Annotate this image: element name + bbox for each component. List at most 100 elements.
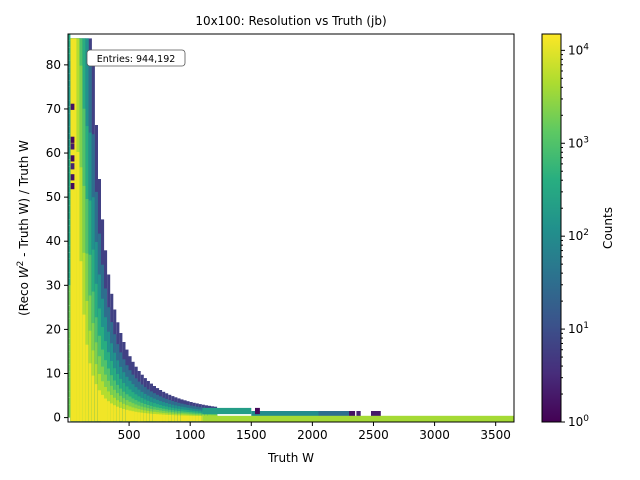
heatmap-cell [113,405,117,422]
heatmap-cell [119,407,123,422]
heatmap-cell [68,199,71,206]
heatmap-cell [70,38,74,422]
heatmap-cell [68,40,71,48]
heatmap-cell [68,93,71,101]
colorbar-ticks: 100 101 102 103 104 [561,42,589,429]
heatmap-cell [68,206,71,213]
heatmap-cell [349,411,356,418]
heatmap-cell [68,252,71,259]
heatmap-cell [68,331,71,339]
heatmap-cell [68,113,71,120]
heatmap-cell [202,407,252,415]
heatmap-cell [202,415,514,422]
heatmap-cell [70,136,75,143]
heatmap-cell [68,179,71,187]
heatmap-cell [68,358,71,365]
heatmap-cell [162,414,166,422]
heatmap-cell [68,153,71,160]
heatmap-cell [192,415,196,422]
heatmap-cell [70,174,75,181]
heatmap-cell [68,278,71,286]
colorbar [541,33,562,423]
heatmap-cell [68,73,71,81]
x-axis-label: Truth W [267,451,314,465]
heatmap-cells [68,34,514,422]
heatmap-cell [165,414,169,422]
plot-frame [67,33,515,423]
heatmap-cell [68,100,71,107]
heatmap-cell [68,258,71,266]
heatmap-cell [68,34,71,41]
heatmap-cell [177,415,181,422]
y-tick-label: 80 [46,58,61,72]
heatmap-cell [125,409,129,422]
heatmap-cell [122,409,126,422]
heatmap-cell [88,363,92,422]
heatmap-cell [68,285,71,292]
y-tick-label: 30 [46,278,61,292]
heatmap-cell [134,411,138,422]
heatmap-cell [156,414,160,422]
heatmap-cell [68,192,71,200]
heatmap-cell [68,305,71,312]
heatmap-cell [168,415,172,422]
heatmap-cell [68,318,71,325]
heatmap-cell [73,38,77,422]
heatmap-cell [110,403,114,422]
heatmap-cell [68,338,71,345]
heatmap-cell [68,239,71,246]
heatmap-cell [70,155,75,162]
heatmap-cell [68,291,71,299]
heatmap-cell [137,412,141,422]
heatmap-cell [82,314,86,422]
y-axis-label-post: - Truth W) / Truth W [17,140,31,261]
heatmap-cell [180,415,184,422]
heatmap-cell [255,407,260,415]
heatmap-cell [68,126,71,134]
heatmap-cell [68,265,71,273]
heatmap-cell [68,106,71,114]
heatmap-cell [68,80,71,87]
heatmap-cell [76,152,80,422]
colorbar-tick-label: 101 [568,321,589,336]
heatmap-cell [152,414,156,422]
y-tick-label: 50 [46,190,61,204]
heatmap-cell [149,413,153,422]
heatmap-cell [68,397,71,405]
heatmap-cell [251,411,319,418]
heatmap-cell [68,219,71,226]
entries-label: Entries: 944,192 [97,54,176,65]
heatmap-cell [68,186,71,193]
heatmap-cell [68,232,71,239]
y-axis-label-pre: (Reco [17,278,31,316]
heatmap-cell [68,311,71,319]
heatmap-cell [68,172,71,180]
heatmap-cell [68,53,71,61]
y-axis-label: (Reco W2 - Truth W) / Truth W [16,140,31,316]
y-tick-label: 70 [46,102,61,116]
heatmap-cell [68,377,71,385]
x-tick-label: 2500 [358,428,389,442]
colorbar-tick-label: 102 [568,228,589,243]
heatmap-cell [116,406,120,422]
heatmap-cell [68,47,71,54]
heatmap-cell [68,371,71,378]
heatmap-cell [140,412,144,422]
heatmap-cell [146,413,150,422]
heatmap-cell [70,183,75,190]
heatmap-cell [183,415,187,422]
entries-box: Entries: 944,192 [86,49,186,67]
heatmap-cell [101,394,105,422]
heatmap-cell [85,344,89,422]
y-tick-label: 0 [53,411,61,425]
heatmap-cell [107,401,111,422]
heatmap-cell [68,120,71,127]
heatmap-cell [104,398,108,422]
heatmap-cell [143,413,147,422]
heatmap-cell [97,390,101,422]
heatmap-cell [131,411,135,422]
y-axis-label-sup: 2 [16,261,26,267]
x-tick-label: 3500 [480,428,511,442]
heatmap-cell [70,103,75,110]
